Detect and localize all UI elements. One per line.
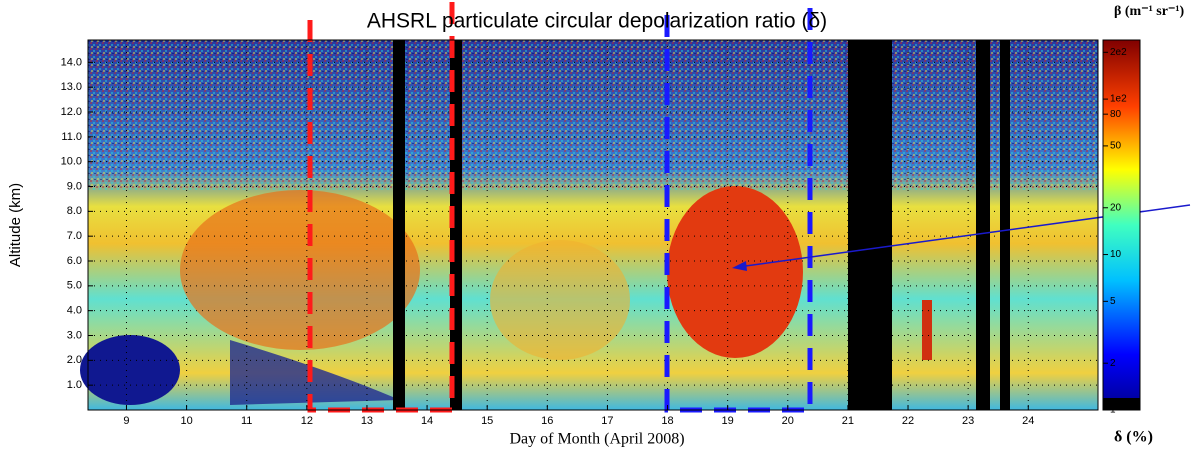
x-tick-label: 9 xyxy=(123,415,129,427)
x-tick-label: 16 xyxy=(541,415,553,427)
colorbar-title: β (m⁻¹ sr⁻¹) xyxy=(1114,4,1185,19)
y-tick-label: 12.0 xyxy=(61,106,82,118)
heatmap-image xyxy=(80,40,1098,410)
colorbar-tick-label: 50 xyxy=(1110,141,1122,152)
x-axis-label: Day of Month (April 2008) xyxy=(509,431,684,448)
x-tick-label: 13 xyxy=(361,415,373,427)
colorbar-tick-label: 1e2 xyxy=(1110,94,1127,105)
colorbar-tick-label: 5 xyxy=(1110,296,1116,307)
x-tick-label: 18 xyxy=(661,415,673,427)
y-axis-label: Altitude (km) xyxy=(7,183,24,267)
y-tick-label: 5.0 xyxy=(67,280,82,292)
y-tick-label: 14.0 xyxy=(61,56,82,68)
colorbar-tick-label: 10 xyxy=(1110,249,1122,260)
colorbar-tick-label: 1 xyxy=(1110,405,1116,416)
y-tick-label: 8.0 xyxy=(67,205,82,217)
x-tick-label: 14 xyxy=(421,415,433,427)
y-tick-label: 1.0 xyxy=(67,379,82,391)
colorbar-tick-label: 80 xyxy=(1110,109,1122,120)
x-tick-label: 19 xyxy=(722,415,734,427)
x-tick-label: 24 xyxy=(1022,415,1034,427)
y-tick-label: 7.0 xyxy=(67,230,82,242)
x-tick-label: 12 xyxy=(301,415,313,427)
x-tick-label: 15 xyxy=(481,415,493,427)
y-tick-label: 9.0 xyxy=(67,180,82,192)
colorbar-tick-label: 20 xyxy=(1110,202,1122,213)
x-tick-label: 22 xyxy=(902,415,914,427)
y-tick-label: 11.0 xyxy=(61,131,82,143)
y-tick-label: 2.0 xyxy=(67,354,82,366)
y-tick-label: 10.0 xyxy=(61,156,82,168)
x-tick-label: 21 xyxy=(842,415,854,427)
grid xyxy=(88,40,1098,410)
y-tick-label: 6.0 xyxy=(67,255,82,267)
colorbar-frame xyxy=(1102,39,1141,411)
colorbar-floor xyxy=(1103,398,1140,410)
y-tick-label: 13.0 xyxy=(61,81,82,93)
plot-frame xyxy=(87,39,1099,411)
colorbar-label: δ (%) xyxy=(1114,429,1153,446)
x-tick-label: 17 xyxy=(601,415,613,427)
colorbar-tick-label: 2e2 xyxy=(1110,47,1127,58)
chart-title: AHSRL particulate circular depolarizatio… xyxy=(367,10,827,33)
colorbar xyxy=(1103,40,1140,410)
x-tick-label: 20 xyxy=(782,415,794,427)
colorbar-tick-label: 2 xyxy=(1110,358,1116,369)
x-tick-label: 10 xyxy=(180,415,192,427)
y-tick-label: 4.0 xyxy=(67,305,82,317)
x-tick-label: 23 xyxy=(962,415,974,427)
x-tick-label: 11 xyxy=(241,415,252,427)
y-tick-label: 3.0 xyxy=(67,329,82,341)
